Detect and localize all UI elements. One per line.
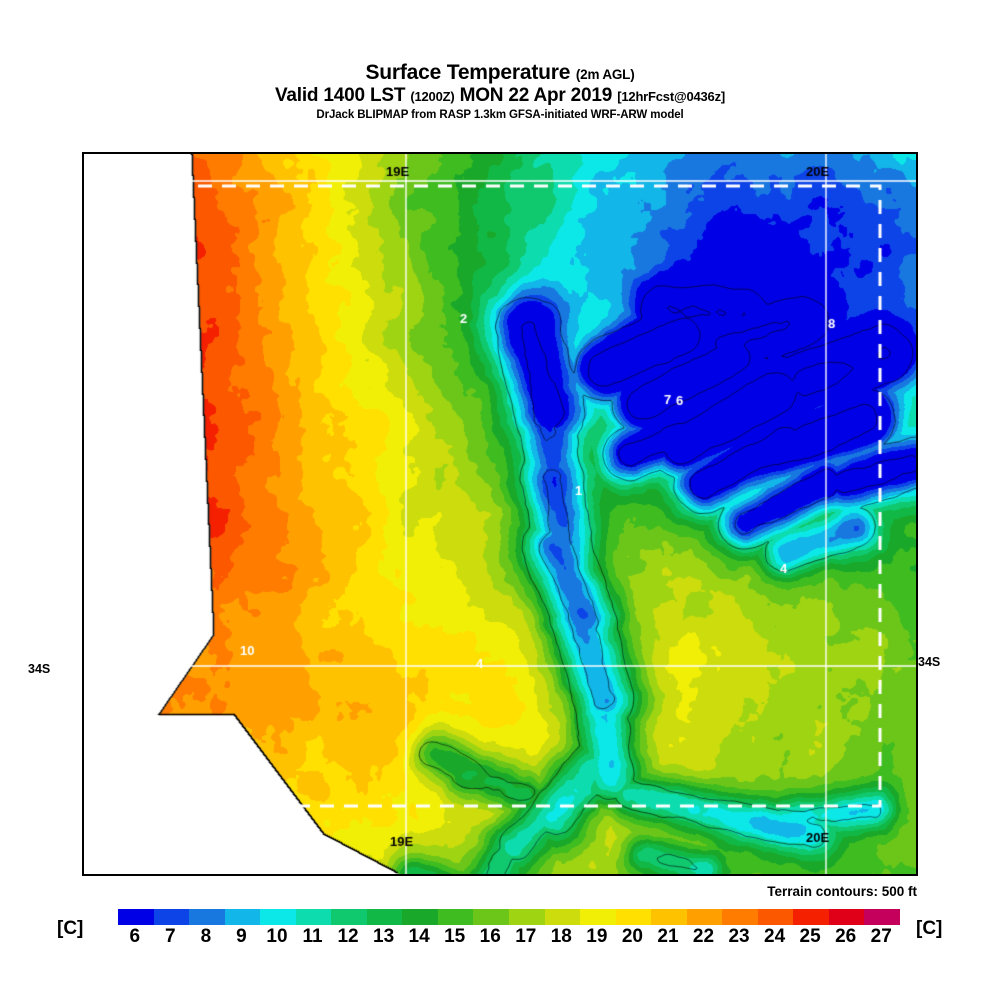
colorbar-tick: 6 [129,926,141,947]
colorbar-swatch [437,909,474,925]
colorbar-swatch [686,909,723,925]
colorbar-tick: 18 [550,926,572,947]
colorbar-swatch [295,909,332,925]
colorbar-unit-left: [C] [57,918,84,939]
colorbar-tick: 14 [408,926,430,947]
colorbar-tick: 13 [373,926,395,947]
colorbar-tick: 26 [835,926,857,947]
colorbar-tick: 9 [236,926,247,947]
colorbar-swatch [793,909,829,925]
page-title: Surface Temperature (2m AGL) [0,61,1000,84]
title-main-text: Surface Temperature [365,61,571,84]
colorbar-tick: 8 [200,926,212,947]
colorbar-tick: 27 [870,926,892,947]
colorbar-swatch [757,909,794,925]
colorbar-swatch [544,909,581,925]
colorbar-swatch [828,909,865,925]
colorbar-swatches [118,909,901,925]
model-line: DrJack BLIPMAP from RASP 1.3km GFSA-init… [316,108,684,121]
colorbar-swatch [509,909,545,925]
colorbar-swatch [153,909,190,925]
colorbar: [C] 6 7 8 9 10 11 12 13 14 15 16 17 18 19 20 21 22 23 24 25… [0,906,1000,958]
colorbar-swatch [331,909,367,925]
colorbar-tick: 7 [165,926,176,947]
colorbar-tick-labels: 6 7 8 9 10 11 12 13 14 15 16 17 18 19 20 21 22 23 24 25 26 27 [118,926,900,954]
colorbar-swatch [615,909,652,925]
forecast-stamp: [12hrFcst@0436z] [617,89,725,105]
colorbar-swatch [366,909,403,925]
temperature-field-canvas [84,154,916,874]
valid-date: MON 22 Apr 2019 [459,85,613,107]
lat-label-left: 34S [28,662,51,676]
title-main-suffix: (2m AGL) [575,67,635,82]
colorbar-swatch [651,909,687,925]
colorbar-tick: 19 [586,926,608,947]
terrain-contours-note: Terrain contours: 500 ft [766,884,918,899]
colorbar-swatch [722,909,758,925]
temperature-map[interactable] [82,152,918,876]
valid-prefix: Valid 1400 LST [274,85,406,107]
colorbar-swatch [189,909,225,925]
colorbar-swatch [473,909,510,925]
colorbar-swatch [402,909,438,925]
colorbar-tick: 12 [337,926,359,947]
colorbar-tick: 20 [621,926,643,947]
colorbar-swatch [864,909,901,925]
colorbar-tick: 24 [764,926,786,947]
colorbar-tick: 16 [479,926,501,947]
lat-label-right: 34S [918,655,941,669]
colorbar-tick: 22 [692,926,715,947]
colorbar-swatch [118,909,154,925]
colorbar-tick: 21 [657,926,679,947]
colorbar-tick: 25 [799,926,821,947]
valid-time-line: Valid 1400 LST (1200Z) MON 22 Apr 2019 [… [0,86,1000,106]
colorbar-swatch [580,909,616,925]
colorbar-tick: 10 [266,926,288,947]
colorbar-tick: 15 [444,926,466,947]
valid-zulu: (1200Z) [410,89,455,105]
colorbar-tick: 11 [302,926,323,947]
colorbar-swatch [260,909,296,925]
colorbar-tick: 23 [728,926,750,947]
colorbar-tick: 17 [515,926,537,947]
title-block: Surface Temperature (2m AGL) Valid 1400 … [0,61,1000,121]
colorbar-swatch [224,909,261,925]
colorbar-unit-right: [C] [916,918,943,939]
